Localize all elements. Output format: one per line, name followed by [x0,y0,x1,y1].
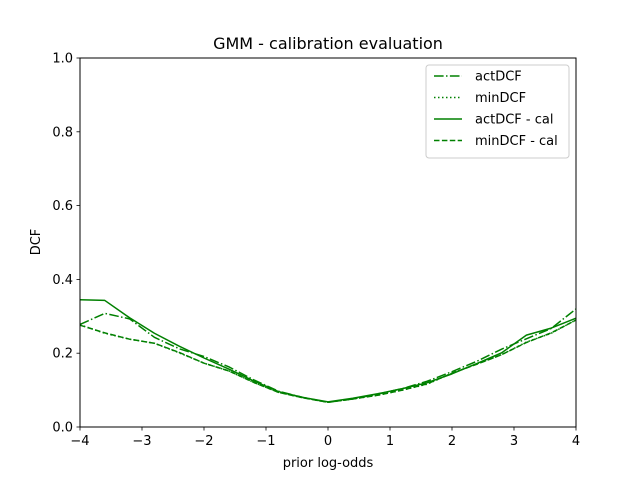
x-tick-label: −1 [256,434,275,449]
y-tick-label: 0.2 [52,347,73,362]
y-tick-label: 1.0 [52,52,73,67]
legend-label-2: minDCF [475,91,526,106]
x-tick-label: 1 [386,434,394,449]
x-tick-label: −4 [70,434,89,449]
y-tick-label: 0.6 [52,199,73,214]
legend-label-1: actDCF [475,70,522,85]
legend-label-4: minDCF - cal [475,134,558,149]
series-line-1 [79,308,577,404]
x-tick-label: −3 [132,434,151,449]
legend-label-3: actDCF - cal [475,113,553,128]
legend-box [425,64,570,159]
plot-frame [79,57,577,428]
x-tick-label: −2 [194,434,213,449]
series-layer [79,298,577,404]
y-tick-label: 0.0 [52,421,73,436]
y-axis-label: DCF [29,229,44,256]
x-tick-label: 4 [572,434,580,449]
x-axis-label: prior log-odds [283,456,374,471]
legend: actDCF minDCF actDCF - cal minDCF - cal [425,64,570,159]
x-tick-label: 0 [324,434,332,449]
series-line-4 [79,319,577,404]
ticks-layer: −4 −3 −2 −1 0 1 2 3 4 0.0 0.2 0.4 0.6 0.8 1.0 [52,52,580,450]
y-tick-label: 0.4 [52,273,73,288]
chart-title: GMM - calibration evaluation [213,34,443,53]
x-tick-label: 2 [448,434,456,449]
x-tick-label: 3 [510,434,518,449]
y-tick-label: 0.8 [52,125,73,140]
